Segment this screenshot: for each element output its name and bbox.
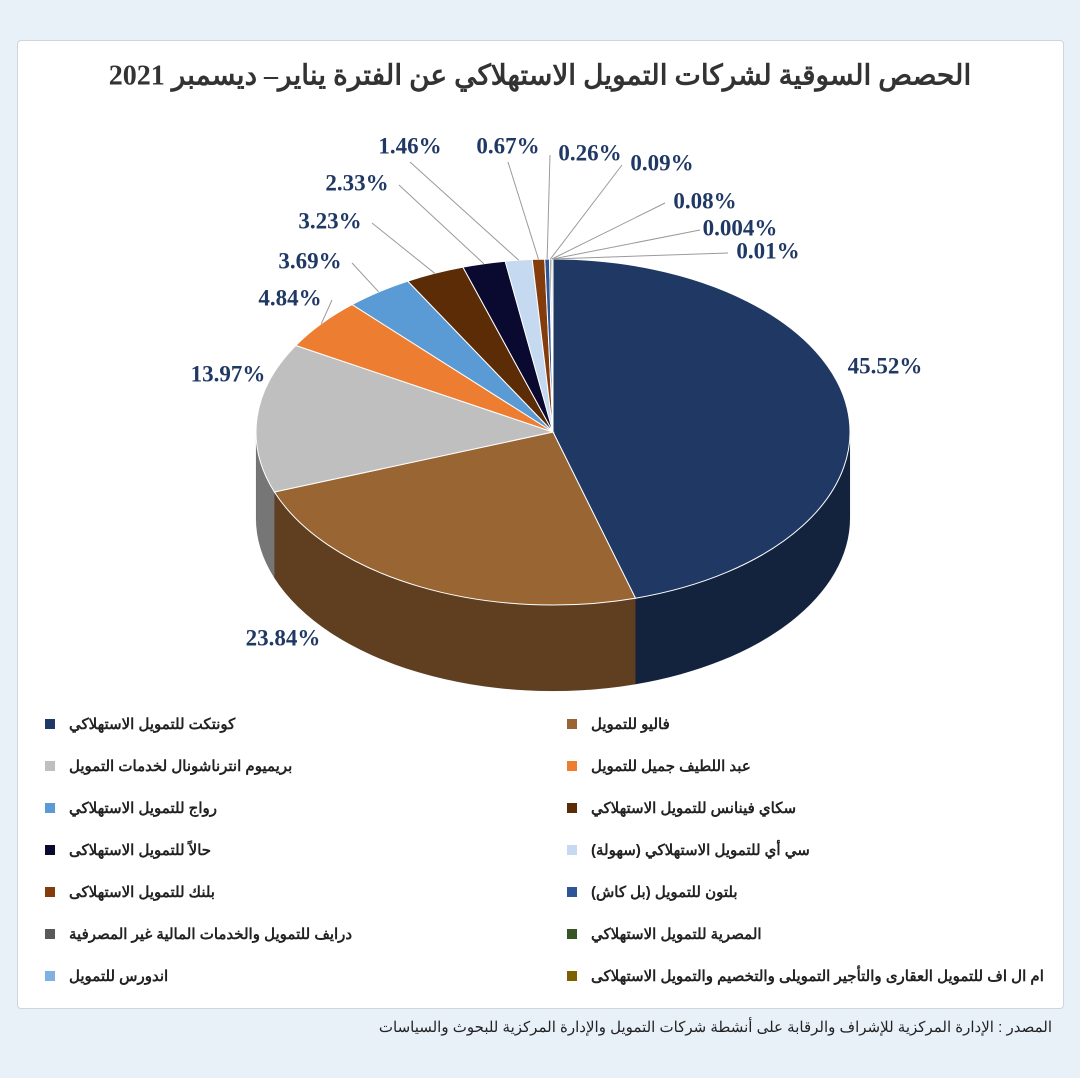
data-label: 4.84%	[258, 285, 321, 310]
data-label: 2.33%	[325, 170, 388, 195]
legend-item: اندورس للتمويل	[45, 967, 168, 985]
legend-item: بلتون للتمويل (بل كاش)	[567, 883, 738, 901]
legend-item: عبد اللطيف جميل للتمويل	[567, 757, 751, 775]
legend-swatch	[45, 971, 55, 981]
data-label: 13.97%	[191, 361, 266, 386]
legend-label: عبد اللطيف جميل للتمويل	[591, 758, 751, 775]
data-label: 45.52%	[848, 353, 923, 378]
leader-line	[398, 184, 485, 265]
legend-label: رواج للتمويل الاستهلاكي	[69, 800, 218, 817]
legend-swatch	[45, 929, 55, 939]
legend-swatch	[45, 887, 55, 897]
legend-label: حالاً للتمويل الاستهلاكى	[69, 842, 212, 859]
legend-label: ام ال اف للتمويل العقارى والتأجير التموي…	[591, 968, 1044, 985]
leader-line	[552, 252, 729, 260]
legend-swatch	[567, 761, 577, 771]
legend-item: بريميوم انترناشونال لخدمات التمويل	[45, 757, 292, 775]
data-label: 0.01%	[736, 238, 799, 263]
legend-label: فاليو للتمويل	[591, 716, 670, 733]
legend-swatch	[45, 719, 55, 729]
leader-line	[552, 229, 701, 260]
data-label: 0.004%	[703, 215, 778, 240]
legend-label: اندورس للتمويل	[69, 968, 169, 985]
legend-label: سي أي للتمويل الاستهلاكي (سهولة)	[591, 842, 810, 859]
legend-item: المصرية للتمويل الاستهلاكي	[567, 925, 762, 943]
legend-label: بلتون للتمويل (بل كاش)	[591, 884, 738, 901]
pie-slice	[273, 431, 637, 606]
leader-line	[320, 299, 333, 324]
data-label: 3.23%	[298, 208, 361, 233]
data-label: 0.08%	[673, 188, 736, 213]
data-label: 0.09%	[630, 150, 693, 175]
legend-swatch	[567, 971, 577, 981]
data-label: 0.67%	[476, 133, 539, 158]
legend-item: فاليو للتمويل	[567, 715, 670, 733]
legend-swatch	[45, 761, 55, 771]
data-label: 3.69%	[278, 248, 341, 273]
data-label: 1.46%	[378, 133, 441, 158]
legend-label: بريميوم انترناشونال لخدمات التمويل	[69, 758, 293, 775]
legend-swatch	[567, 929, 577, 939]
leader-line	[409, 161, 519, 261]
legend-item: درايف للتمويل والخدمات المالية غير المصر…	[45, 925, 352, 943]
pie-slice	[552, 258, 851, 599]
legend-item: حالاً للتمويل الاستهلاكى	[45, 841, 211, 859]
legend-label: سكاي فينانس للتمويل الاستهلاكي	[591, 800, 797, 817]
legend-item: كونتكت للتمويل الاستهلاكي	[45, 715, 235, 733]
leader-line	[551, 202, 666, 260]
legend-swatch	[45, 845, 55, 855]
legend-label: كونتكت للتمويل الاستهلاكي	[69, 716, 236, 733]
legend-label: المصرية للتمويل الاستهلاكي	[591, 926, 762, 943]
legend-label: درايف للتمويل والخدمات المالية غير المصر…	[69, 926, 353, 943]
legend-swatch	[567, 845, 577, 855]
leader-line	[351, 262, 380, 293]
legend-item: ام ال اف للتمويل العقارى والتأجير التموي…	[567, 967, 1044, 985]
legend-label: بلنك للتمويل الاستهلاكى	[69, 884, 215, 901]
leader-line	[546, 154, 551, 260]
legend-item: بلنك للتمويل الاستهلاكى	[45, 883, 215, 901]
data-label: 0.26%	[558, 140, 621, 165]
leader-line	[507, 161, 539, 260]
legend-item: سكاي فينانس للتمويل الاستهلاكي	[567, 799, 796, 817]
legend-item: رواج للتمويل الاستهلاكي	[45, 799, 217, 817]
legend-swatch	[567, 803, 577, 813]
leader-line	[371, 222, 436, 274]
legend-swatch	[45, 803, 55, 813]
chart-title: الحصص السوقية لشركات التمويل الاستهلاكي …	[109, 60, 972, 92]
data-label: 23.84%	[246, 625, 321, 650]
pie-slice	[255, 344, 555, 493]
leader-line	[550, 164, 623, 260]
legend-item: سي أي للتمويل الاستهلاكي (سهولة)	[567, 841, 810, 859]
source-note: المصدر : الإدارة المركزية للإشراف والرقا…	[378, 1019, 1052, 1036]
legend-swatch	[567, 887, 577, 897]
legend-swatch	[567, 719, 577, 729]
